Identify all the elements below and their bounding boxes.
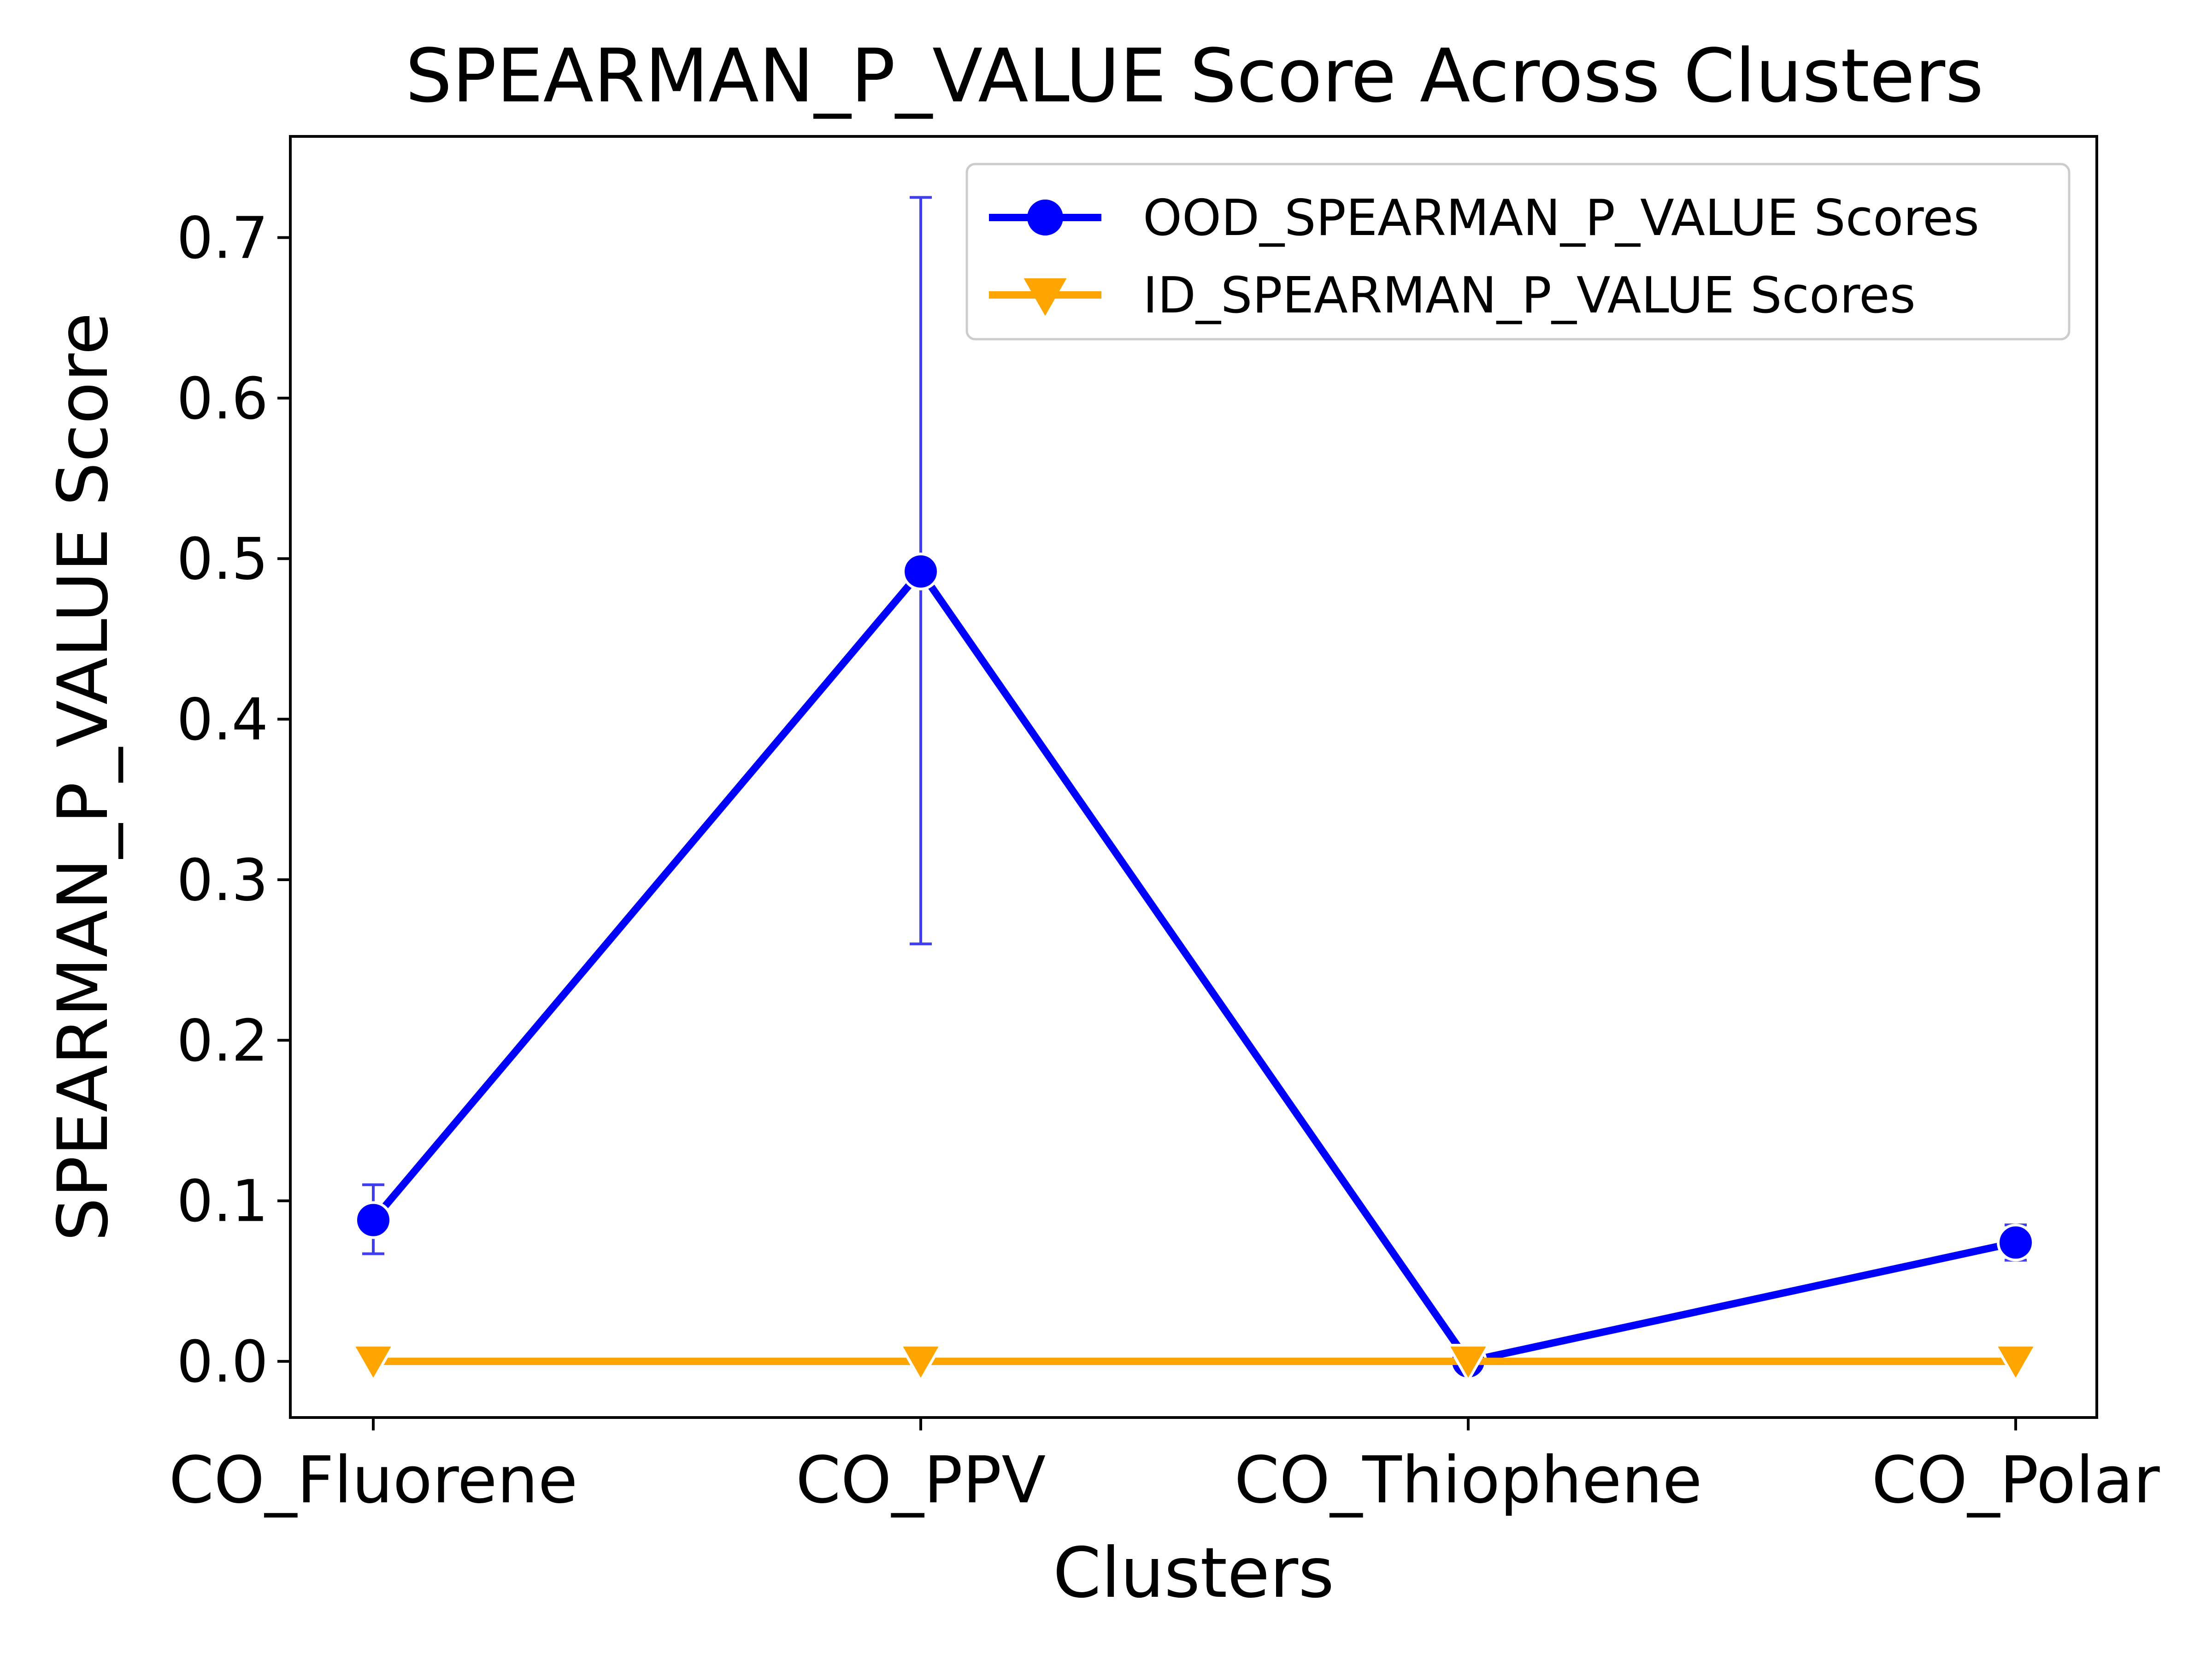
ood-point [902, 553, 940, 591]
y-tick-label: 0.0 [176, 1329, 268, 1395]
legend-label: ID_SPEARMAN_P_VALUE Scores [1143, 267, 1916, 324]
id-point [1993, 1344, 2038, 1383]
ood-point [354, 1201, 392, 1239]
y-tick-label: 0.1 [176, 1168, 268, 1235]
series-layer [351, 196, 2038, 1383]
y-tick-label: 0.7 [176, 205, 268, 271]
legend-marker [1024, 278, 1067, 316]
y-tick-label: 0.3 [176, 847, 268, 914]
x-tick-label: CO_Fluorene [169, 1443, 577, 1518]
y-tick-label: 0.5 [176, 526, 268, 593]
ood-series-line [370, 568, 2017, 1365]
x-axis: CO_Fluorene CO_PPV CO_Thiophene CO_Polar [169, 1418, 2160, 1518]
legend-label: OOD_SPEARMAN_P_VALUE Scores [1143, 189, 1979, 247]
legend-marker [1027, 200, 1063, 235]
legend-box [965, 163, 2071, 341]
x-tick-label: CO_Thiophene [1234, 1443, 1702, 1518]
y-tick-label: 0.6 [176, 365, 268, 432]
legend-entry: OOD_SPEARMAN_P_VALUE Scores [989, 189, 1979, 247]
y-tick-label: 0.2 [176, 1007, 268, 1074]
legend: OOD_SPEARMAN_P_VALUE Scores ID_SPEARMAN_P… [965, 163, 2071, 341]
id-point [898, 1344, 943, 1383]
id-point [1446, 1344, 1491, 1383]
y-axis-label: SPEARMAN_P_VALUE Score [43, 312, 124, 1241]
chart-title: SPEARMAN_P_VALUE Score Across Clusters [406, 33, 1984, 119]
x-axis-label: Clusters [1053, 1533, 1335, 1613]
y-tick-label: 0.4 [176, 687, 268, 753]
id-point [351, 1344, 396, 1383]
x-tick-label: CO_Polar [1871, 1443, 2160, 1518]
legend-entry: ID_SPEARMAN_P_VALUE Scores [989, 267, 1916, 324]
ood-point [1997, 1224, 2035, 1262]
y-axis: 0.0 0.1 0.2 0.3 0.4 0.5 0.6 0.7 [176, 205, 290, 1395]
plot-area [289, 135, 2098, 1419]
x-tick-label: CO_PPV [796, 1443, 1046, 1518]
